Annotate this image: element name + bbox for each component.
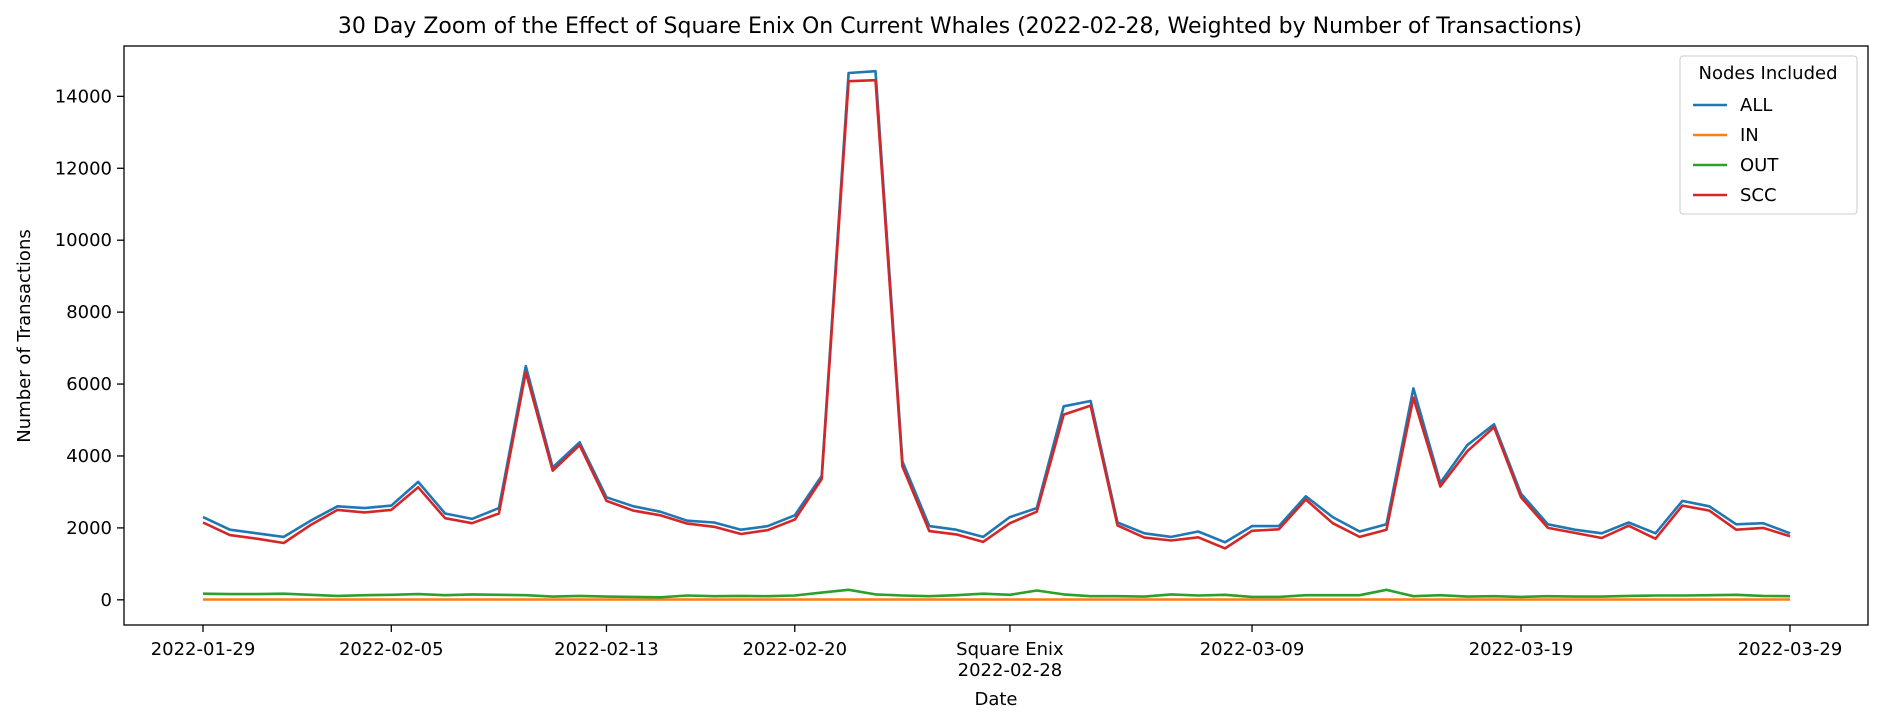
legend-label-in: IN [1740,125,1759,146]
legend-label-scc: SCC [1740,185,1777,206]
legend-box [1679,55,1858,215]
y-tick-label: 10000 [55,230,112,251]
series-line-out [202,588,1791,599]
chart-title: 30 Day Zoom of the Effect of Square Enix… [338,14,1582,39]
y-axis-label: Number of Transactions [14,229,35,442]
legend-title: Nodes Included [1698,63,1837,84]
x-tick-label: 2022-02-20 [742,639,847,660]
x-axis-ticks: 2022-01-29 2022-02-05 2022-02-13 2022-02-20… [151,625,1843,681]
y-tick-label: 12000 [55,158,112,179]
x-tick-label: 2022-03-19 [1469,639,1574,660]
y-tick-label: 14000 [55,86,112,107]
legend-label-out: OUT [1740,155,1779,176]
x-tick-label: 2022-03-09 [1200,639,1305,660]
series-layer [202,69,1791,601]
series-line-scc [202,78,1791,550]
x-tick-label: Square Enix 2022-02-28 [956,639,1064,681]
series-line-all [202,69,1791,544]
y-tick-label: 6000 [66,374,112,395]
y-tick-label: 4000 [66,446,112,467]
x-tick-label: 2022-01-29 [151,639,256,660]
y-axis-ticks: 0 2000 4000 6000 8000 10000 12000 14000 [55,86,124,611]
y-tick-label: 2000 [66,518,112,539]
x-axis-label: Date [974,689,1017,710]
plot-area-frame [123,45,1869,626]
x-tick-label: 2022-02-13 [554,639,659,660]
legend: Nodes Included ALL IN OUT SCC [1679,55,1858,215]
y-tick-label: 0 [101,590,112,611]
y-tick-label: 8000 [66,302,112,323]
x-tick-label: 2022-03-29 [1738,639,1843,660]
legend-label-all: ALL [1740,95,1772,116]
x-tick-label: 2022-02-05 [339,639,444,660]
